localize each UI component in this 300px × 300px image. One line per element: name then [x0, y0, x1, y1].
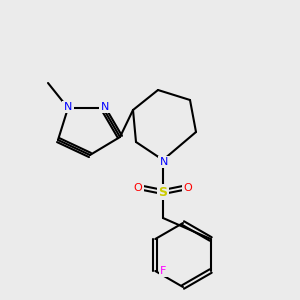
Text: S: S	[158, 185, 167, 199]
Text: N: N	[64, 102, 72, 112]
Text: O: O	[134, 183, 142, 193]
Text: N: N	[160, 157, 168, 167]
Text: O: O	[184, 183, 192, 193]
Text: N: N	[101, 102, 109, 112]
Text: F: F	[160, 266, 167, 276]
